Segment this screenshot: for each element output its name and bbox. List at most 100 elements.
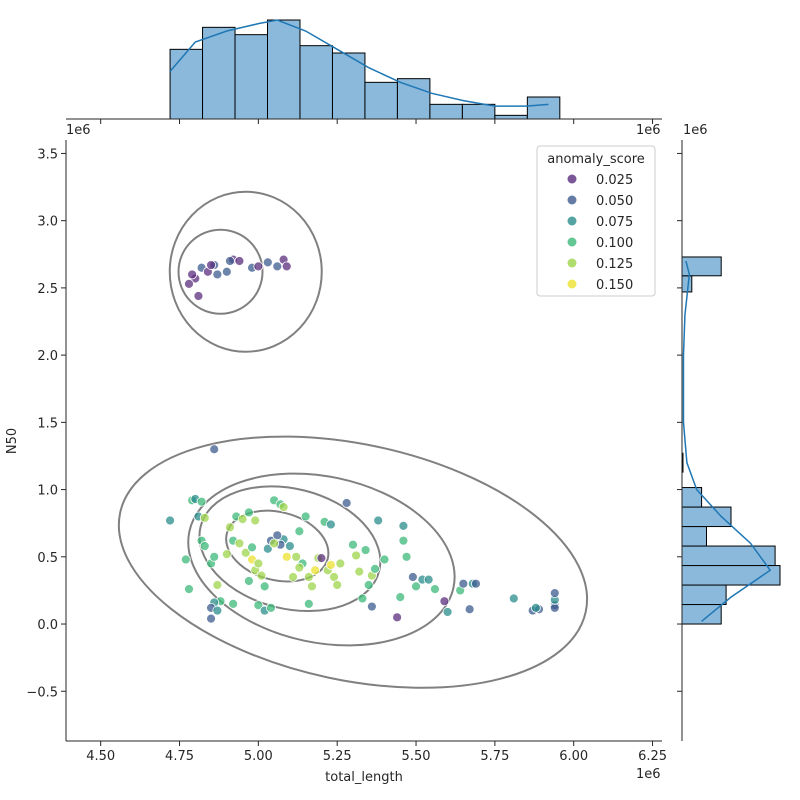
legend-label: 0.075 <box>596 215 633 230</box>
right-histogram-bar <box>681 487 703 508</box>
scatter-point <box>471 578 481 589</box>
scatter-point <box>262 257 273 268</box>
scatter-point <box>329 572 339 582</box>
legend: anomaly_score 0.0250.0500.0750.1000.1250… <box>536 145 656 297</box>
legend-marker <box>567 237 577 247</box>
legend-marker <box>567 216 577 226</box>
kde-contours <box>117 190 589 689</box>
scatter-point <box>508 593 519 604</box>
scatter-point <box>253 558 264 569</box>
top-left-offset-label: 1e6 <box>66 123 91 138</box>
scatter-point <box>199 541 210 551</box>
scatter-point <box>206 260 216 270</box>
scatter-point <box>325 559 336 570</box>
y-tick-label: −0.5 <box>26 685 58 700</box>
top-histogram-bar <box>429 103 463 120</box>
top-histogram-bar <box>267 19 301 120</box>
scatter-point <box>442 607 453 617</box>
y-tick-label: 0.5 <box>37 551 58 566</box>
scatter-point <box>458 578 469 589</box>
top-marginal-kde <box>169 19 549 107</box>
top-right-offset-label: 1e6 <box>636 123 661 138</box>
top-marginal-histogram: 1e6 1e6 <box>66 19 662 138</box>
top-histogram-bar <box>494 114 528 120</box>
scatter-point <box>392 612 403 623</box>
scatter-point <box>212 580 223 590</box>
y-tick-label: 1.0 <box>37 484 58 499</box>
x-axis-ticks: 4.50 4.75 5.00 5.25 5.50 5.75 6.00 6.25 <box>86 741 667 764</box>
scatter-point <box>199 512 210 523</box>
y-tick-label: 1.5 <box>37 416 58 431</box>
top-histogram-bar <box>202 26 236 120</box>
scatter-point <box>373 515 384 526</box>
scatter-point <box>250 515 261 526</box>
y-axis-label: N50 <box>5 428 20 454</box>
legend-marker <box>567 195 577 205</box>
scatter-point <box>240 547 251 558</box>
scatter-point <box>303 598 314 609</box>
x-tick-label: 6.25 <box>638 749 667 764</box>
scatter-point <box>225 522 235 533</box>
scatter-point <box>363 580 374 590</box>
scatter-point <box>357 593 368 604</box>
scatter-point <box>423 574 434 585</box>
scatter-point <box>395 592 406 603</box>
legend-title: anomaly_score <box>547 152 645 167</box>
x-tick-label: 5.00 <box>244 749 273 764</box>
right-histogram-bar <box>681 506 732 528</box>
top-histogram-bar <box>299 45 333 120</box>
scatter-point <box>187 269 198 280</box>
scatter-point <box>234 538 245 549</box>
scatter-point <box>184 278 194 289</box>
x-tick-label: 6.00 <box>559 749 588 764</box>
scatter-point <box>212 605 223 616</box>
scatter-point <box>530 602 541 613</box>
right-marginal-offset-label: 1e6 <box>683 123 708 138</box>
scatter-point <box>243 576 254 586</box>
scatter-point <box>209 444 220 455</box>
scatter-point <box>300 511 311 522</box>
scatter-points <box>165 254 560 624</box>
legend-label: 0.150 <box>596 278 633 293</box>
scatter-point <box>325 519 336 530</box>
scatter-point <box>430 584 440 594</box>
legend-label: 0.025 <box>596 173 633 188</box>
right-histogram-bar <box>681 275 693 293</box>
scatter-point <box>165 515 175 526</box>
scatter-point <box>379 554 390 565</box>
top-histogram-bar <box>526 96 561 120</box>
scatter-point <box>184 584 194 594</box>
right-histogram-bar <box>681 584 727 606</box>
scatter-point <box>291 551 302 562</box>
right-marginal-histogram: 1e6 <box>677 123 781 741</box>
kde-contour-lower-inner <box>225 509 330 583</box>
y-tick-label: 0.0 <box>37 618 58 633</box>
kde-contour-lower-outer <box>117 435 589 689</box>
top-histogram-bars <box>169 19 561 120</box>
right-histogram-bar <box>681 526 707 547</box>
scatter-point <box>464 604 475 615</box>
x-tick-label: 4.75 <box>165 749 194 764</box>
top-histogram-bar <box>169 48 204 120</box>
scatter-point <box>303 572 314 582</box>
y-tick-label: 3.5 <box>37 147 58 162</box>
scatter-point <box>237 514 248 525</box>
x-tick-label: 4.50 <box>86 749 115 764</box>
y-tick-label: 2.0 <box>37 349 58 364</box>
scatter-point <box>307 581 317 592</box>
x-tick-label: 5.25 <box>323 749 352 764</box>
x-axis-label: total_length <box>325 770 403 785</box>
scatter-point <box>310 565 321 576</box>
legend-marker <box>567 279 577 289</box>
scatter-point <box>407 572 418 582</box>
legend-label: 0.100 <box>596 236 633 251</box>
scatter-point <box>341 498 352 508</box>
legend-box <box>536 145 656 297</box>
scatter-point <box>398 520 409 531</box>
scatter-point <box>259 581 270 592</box>
scatter-point <box>253 261 264 272</box>
top-histogram-bar <box>234 34 269 120</box>
top-histogram-bar <box>461 103 496 120</box>
scatter-point <box>272 530 283 541</box>
kde-contour-upper-outer <box>168 190 323 353</box>
